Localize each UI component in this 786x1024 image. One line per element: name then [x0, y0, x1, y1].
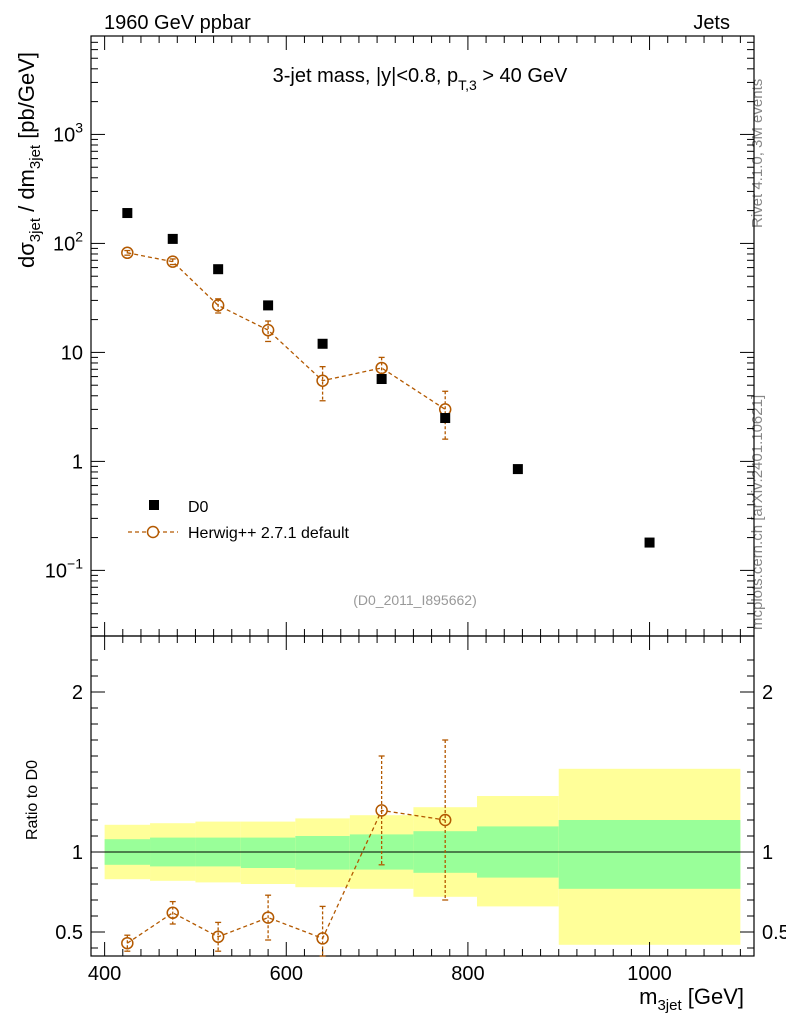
d0-point	[167, 233, 178, 244]
d0-point	[122, 208, 133, 219]
ratio-panel: 400 600 800 1000 0.5 0.5 1 1 2 2 m3jet [GeV] Ratio …	[24, 635, 786, 1014]
ratio-inner-band	[295, 836, 350, 870]
d0-point	[512, 464, 523, 475]
ratio-y-tick-label-right: 2	[762, 682, 773, 704]
main-y-axis-label: dσ3jet / dm3jet [pb/GeV]	[14, 52, 44, 268]
legend-herwig-marker	[146, 525, 160, 539]
d0-point	[213, 264, 224, 275]
herwig-point	[316, 374, 329, 387]
legend-herwig-label: Herwig++ 2.7.1 default	[188, 525, 350, 542]
d0-point	[317, 338, 328, 349]
ratio-herwig-point	[438, 813, 452, 827]
x-tick-label: 1000	[627, 963, 672, 985]
x-tick-label: 800	[451, 963, 484, 985]
ratio-herwig-point	[316, 932, 329, 945]
herwig-point	[166, 255, 179, 268]
ratio-y-tick-label-right: 0.5	[762, 922, 786, 944]
ratio-herwig-point	[211, 930, 225, 944]
main-y-tick-label: 10−1	[45, 555, 83, 582]
d0-point	[263, 300, 274, 311]
main-y-tick-label: 103	[53, 119, 83, 146]
ratio-inner-band	[240, 837, 296, 868]
main-y-tick-label: 1	[72, 451, 83, 473]
ratio-herwig-point	[261, 911, 275, 924]
ratio-y-axis-label: Ratio to D0	[24, 760, 41, 840]
header-left-label: 1960 GeV ppbar	[104, 12, 251, 34]
header-right-label: Jets	[693, 12, 730, 34]
main-panel: 10−1 1 10 102 103 dσ3jet / dm3jet [pb/GeV] 3-j…	[14, 35, 755, 637]
d0-point	[376, 374, 387, 385]
mcplots-citation-label: mcplots.cern.ch [arXiv:2401.10621]	[749, 395, 766, 630]
legend-d0-label: D0	[188, 499, 209, 516]
ratio-herwig-point	[166, 906, 179, 920]
ratio-y-tick-label-left: 0.5	[55, 922, 83, 944]
ratio-herwig-point	[121, 936, 134, 950]
ratio-herwig-point	[375, 804, 388, 817]
legend-d0-marker	[149, 500, 159, 510]
d0-point	[440, 413, 451, 424]
ratio-herwig-line	[126, 809, 446, 944]
herwig-point	[261, 323, 275, 337]
x-axis-label: m3jet [GeV]	[639, 984, 744, 1014]
rivet-version-label: Rivet 4.1.0, 3M events	[749, 79, 766, 228]
analysis-id-label: (D0_2011_I895662)	[353, 592, 477, 608]
herwig-point	[121, 246, 134, 260]
herwig-point	[211, 299, 225, 312]
ratio-y-tick-label-right: 1	[762, 842, 773, 864]
ratio-inner-band	[558, 820, 741, 889]
x-tick-label: 400	[88, 963, 121, 985]
herwig-line	[127, 252, 446, 410]
x-tick-label: 600	[270, 963, 303, 985]
ratio-frame	[90, 635, 755, 957]
main-y-tick-label: 10	[61, 342, 83, 364]
herwig-point	[375, 361, 388, 375]
chart-title: 3-jet mass, |y|<0.8, pT,3 > 40 GeV	[273, 65, 568, 93]
ratio-y-tick-label-left: 1	[72, 842, 83, 864]
ratio-y-tick-label-left: 2	[72, 682, 83, 704]
d0-point	[644, 537, 655, 548]
main-y-tick-label: 102	[53, 228, 83, 255]
